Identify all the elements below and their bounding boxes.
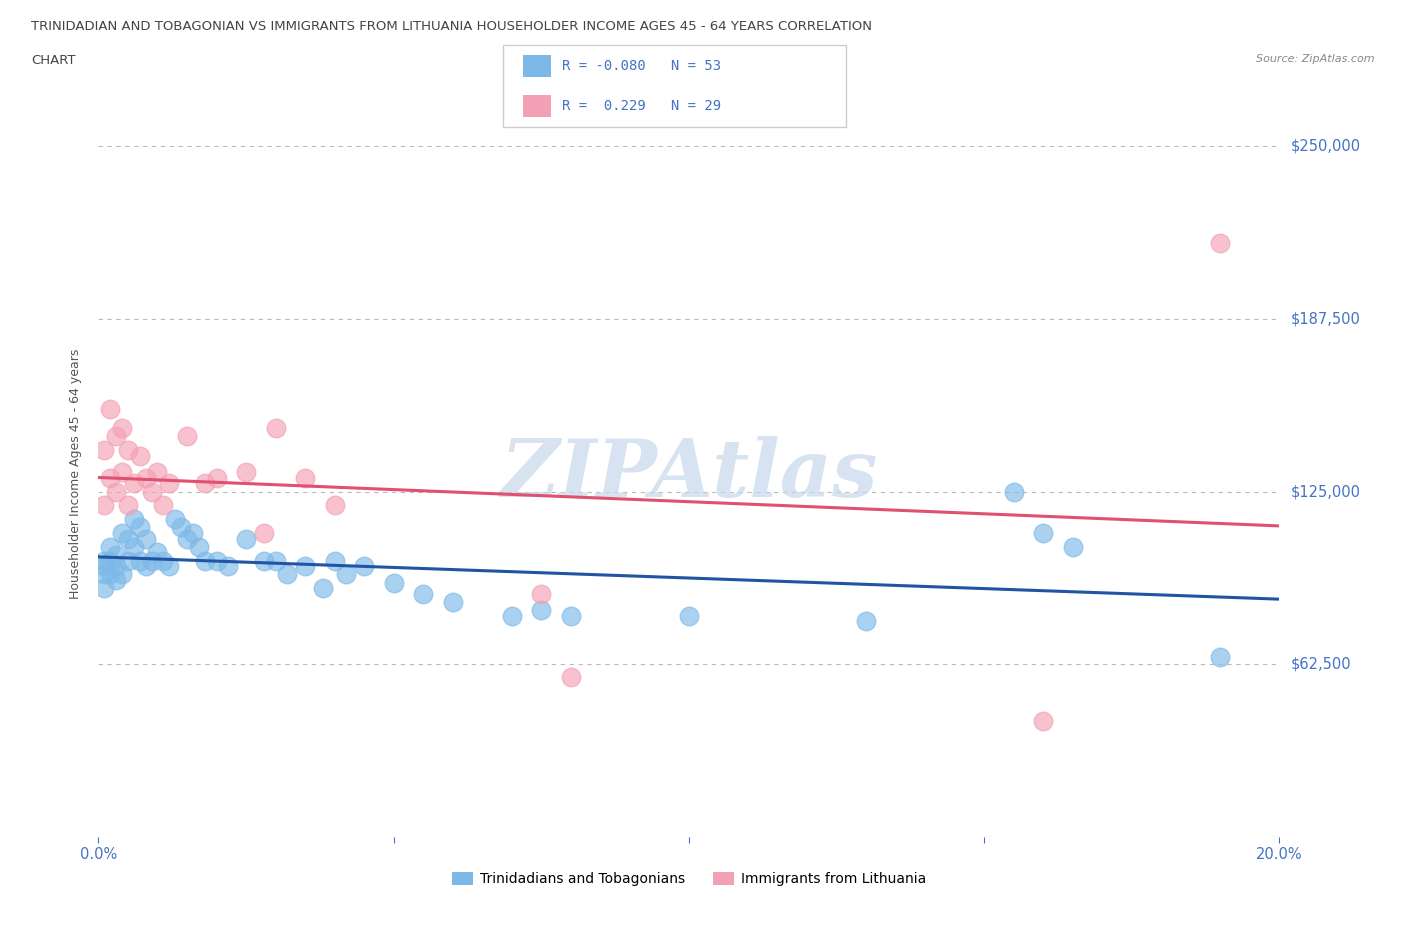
- Point: [111, 420, 134, 435]
- Point: [187, 539, 209, 554]
- Point: [176, 429, 198, 444]
- Point: [117, 531, 139, 546]
- Point: [93, 443, 115, 458]
- Point: [501, 608, 523, 623]
- Text: R =  0.229   N = 29: R = 0.229 N = 29: [562, 99, 721, 113]
- Point: [165, 512, 187, 526]
- Point: [353, 559, 375, 574]
- Point: [105, 548, 128, 563]
- Text: $125,000: $125,000: [1291, 485, 1361, 499]
- Point: [122, 512, 145, 526]
- Point: [235, 531, 257, 546]
- Point: [117, 553, 139, 568]
- Point: [105, 573, 128, 588]
- Point: [205, 553, 228, 568]
- Point: [146, 545, 169, 560]
- Point: [157, 476, 180, 491]
- Point: [194, 476, 217, 491]
- Point: [335, 567, 357, 582]
- Point: [181, 525, 204, 540]
- Point: [412, 587, 434, 602]
- Point: [141, 553, 163, 568]
- Point: [235, 465, 257, 480]
- Point: [1032, 525, 1054, 540]
- Legend: Trinidadians and Tobagonians, Immigrants from Lithuania: Trinidadians and Tobagonians, Immigrants…: [447, 867, 931, 892]
- Text: TRINIDADIAN AND TOBAGONIAN VS IMMIGRANTS FROM LITHUANIA HOUSEHOLDER INCOME AGES : TRINIDADIAN AND TOBAGONIAN VS IMMIGRANTS…: [31, 20, 872, 33]
- Point: [128, 520, 150, 535]
- Point: [253, 553, 276, 568]
- Point: [855, 614, 877, 629]
- Text: ZIPAtlas: ZIPAtlas: [501, 435, 877, 513]
- Point: [205, 471, 228, 485]
- Point: [105, 429, 128, 444]
- Point: [323, 498, 346, 512]
- Point: [93, 567, 115, 582]
- Point: [157, 559, 180, 574]
- Point: [530, 603, 553, 618]
- Point: [1209, 650, 1232, 665]
- Point: [128, 448, 150, 463]
- Point: [678, 608, 700, 623]
- Point: [135, 531, 157, 546]
- Point: [93, 559, 115, 574]
- Point: [111, 465, 134, 480]
- Point: [146, 465, 169, 480]
- Text: Source: ZipAtlas.com: Source: ZipAtlas.com: [1257, 54, 1375, 64]
- Point: [1209, 235, 1232, 250]
- Point: [323, 553, 346, 568]
- Point: [105, 559, 128, 574]
- Point: [98, 539, 121, 554]
- Point: [105, 485, 128, 499]
- Point: [135, 471, 157, 485]
- Point: [93, 581, 115, 596]
- Point: [128, 553, 150, 568]
- Point: [194, 553, 217, 568]
- Point: [276, 567, 298, 582]
- Point: [1032, 713, 1054, 728]
- Point: [152, 498, 174, 512]
- Point: [1002, 485, 1025, 499]
- Point: [560, 608, 582, 623]
- Point: [111, 567, 134, 582]
- Point: [560, 670, 582, 684]
- Point: [294, 471, 316, 485]
- Y-axis label: Householder Income Ages 45 - 64 years: Householder Income Ages 45 - 64 years: [69, 349, 83, 600]
- Point: [294, 559, 316, 574]
- Text: CHART: CHART: [31, 54, 76, 67]
- Point: [122, 476, 145, 491]
- Point: [98, 401, 121, 416]
- Point: [93, 498, 115, 512]
- Point: [217, 559, 239, 574]
- Point: [264, 420, 287, 435]
- Text: $62,500: $62,500: [1291, 657, 1351, 671]
- Point: [93, 553, 115, 568]
- Point: [122, 539, 145, 554]
- Point: [170, 520, 193, 535]
- Point: [264, 553, 287, 568]
- Text: $250,000: $250,000: [1291, 139, 1361, 153]
- Point: [312, 581, 335, 596]
- Point: [141, 485, 163, 499]
- Point: [1062, 539, 1084, 554]
- Point: [152, 553, 174, 568]
- Point: [98, 567, 121, 582]
- Point: [441, 594, 464, 609]
- Point: [253, 525, 276, 540]
- Text: R = -0.080   N = 53: R = -0.080 N = 53: [562, 60, 721, 73]
- Point: [117, 498, 139, 512]
- Point: [111, 525, 134, 540]
- Text: $187,500: $187,500: [1291, 312, 1361, 326]
- Point: [176, 531, 198, 546]
- Point: [135, 559, 157, 574]
- Point: [98, 471, 121, 485]
- Point: [98, 553, 121, 568]
- Point: [117, 443, 139, 458]
- Point: [382, 576, 405, 591]
- Point: [530, 587, 553, 602]
